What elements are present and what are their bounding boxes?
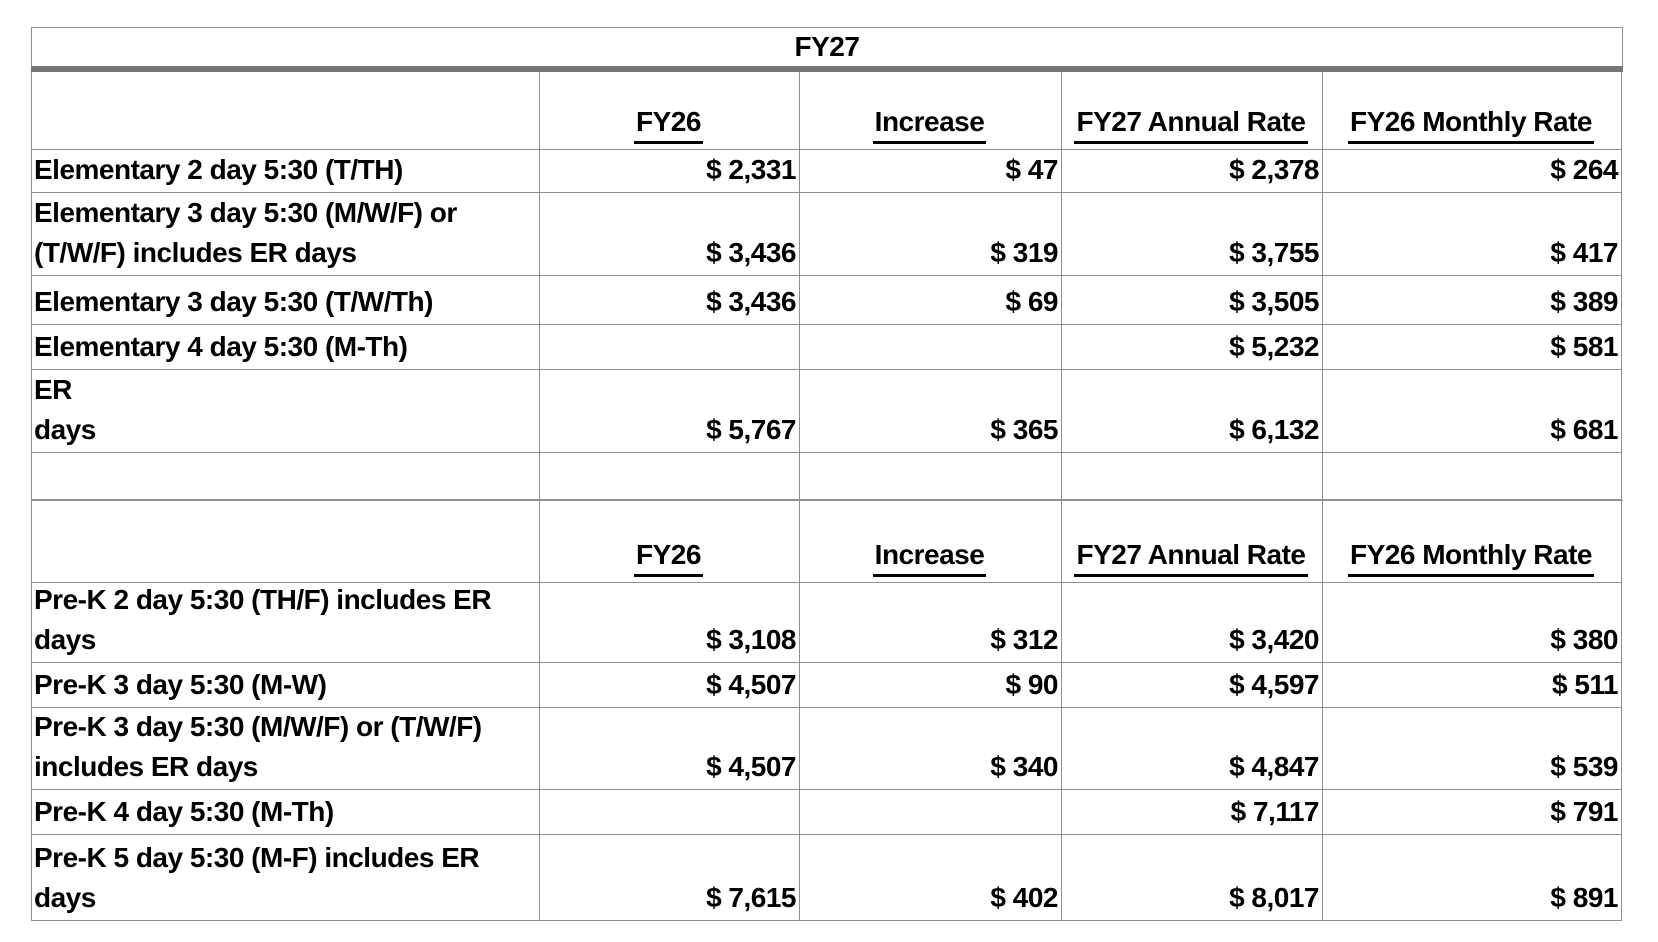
header-fy26: FY26	[540, 501, 800, 583]
fy26-cell: $ 5,767	[540, 370, 800, 453]
spacer-row	[31, 453, 1623, 500]
header-fy26: FY26	[540, 72, 800, 150]
increase-cell: $ 365	[800, 370, 1062, 453]
increase-cell: $ 69	[800, 276, 1062, 325]
table-row: Pre-K 3 day 5:30 (M-W) $ 4,507 $ 90 $ 4,…	[31, 663, 1623, 708]
table-row: Elementary 3 day 5:30 (M/W/F) or (T/W/F)…	[31, 193, 1623, 276]
header-fy26-monthly-rate-label: FY26 Monthly Rate	[1348, 105, 1594, 144]
fy26-monthly-rate-cell: $ 389	[1323, 276, 1622, 325]
spacer-cell	[540, 453, 800, 500]
spacer-cell	[32, 453, 540, 500]
fy26-cell: $ 3,436	[540, 276, 800, 325]
increase-cell: $ 340	[800, 708, 1062, 790]
label-cell: Elementary 3 day 5:30 (M/W/F) or (T/W/F)…	[32, 193, 540, 276]
table-row: Elementary 4 day 5:30 (M-Th) $ 5,232 $ 5…	[31, 325, 1623, 370]
title-divider-bar	[31, 66, 1623, 72]
fy26-monthly-rate-cell: $ 891	[1323, 835, 1622, 921]
header-increase-label: Increase	[872, 538, 987, 577]
header-fy26-label: FY26	[634, 538, 703, 577]
fy26-monthly-rate-cell: $ 681	[1323, 370, 1622, 453]
fy26-cell	[540, 790, 800, 835]
fy26-cell: $ 3,108	[540, 583, 800, 663]
header-fy27-annual-rate-label: FY27 Annual Rate	[1074, 105, 1308, 144]
table-row: Pre-K 4 day 5:30 (M-Th) $ 7,117 $ 791	[31, 790, 1623, 835]
spacer-cell	[1323, 453, 1622, 500]
label-cell: Pre-K 2 day 5:30 (TH/F) includes ER days	[32, 583, 540, 663]
fy26-cell: $ 4,507	[540, 708, 800, 790]
header-increase: Increase	[800, 72, 1062, 150]
increase-cell: $ 402	[800, 835, 1062, 921]
fy27-annual-rate-cell: $ 4,597	[1062, 663, 1323, 708]
fy26-cell: $ 3,436	[540, 193, 800, 276]
fy26-cell: $ 7,615	[540, 835, 800, 921]
fy26-monthly-rate-cell: $ 539	[1323, 708, 1622, 790]
sheet-title: FY27	[31, 27, 1623, 66]
header-row: FY26 Increase FY27 Annual Rate FY26 Mont…	[31, 500, 1623, 583]
increase-cell: $ 319	[800, 193, 1062, 276]
fy26-cell	[540, 325, 800, 370]
label-cell: Pre-K 5 day 5:30 (M-F) includes ER days	[32, 835, 540, 921]
label-cell: Elementary 4 day 5:30 (M-Th)	[32, 325, 540, 370]
fy27-annual-rate-cell: $ 3,505	[1062, 276, 1323, 325]
header-fy26-monthly-rate-label: FY26 Monthly Rate	[1348, 538, 1594, 577]
fy27-annual-rate-cell: $ 7,117	[1062, 790, 1323, 835]
fy26-monthly-rate-cell: $ 264	[1323, 150, 1622, 193]
fy26-monthly-rate-cell: $ 791	[1323, 790, 1622, 835]
table-row: Pre-K 5 day 5:30 (M-F) includes ER days …	[31, 835, 1623, 921]
fy27-annual-rate-cell: $ 2,378	[1062, 150, 1323, 193]
spacer-cell	[1062, 453, 1323, 500]
increase-cell: $ 47	[800, 150, 1062, 193]
fy26-monthly-rate-cell: $ 417	[1323, 193, 1622, 276]
fy26-monthly-rate-cell: $ 581	[1323, 325, 1622, 370]
label-cell: Pre-K 4 day 5:30 (M-Th)	[32, 790, 540, 835]
header-fy26-label: FY26	[634, 105, 703, 144]
fy27-annual-rate-cell: $ 3,420	[1062, 583, 1323, 663]
rate-table: FY27 FY26 Increase FY27 Annual Rate FY26…	[31, 27, 1623, 921]
header-fy27-annual-rate-label: FY27 Annual Rate	[1074, 538, 1308, 577]
fy27-annual-rate-cell: $ 6,132	[1062, 370, 1323, 453]
header-row: FY26 Increase FY27 Annual Rate FY26 Mont…	[31, 72, 1623, 150]
increase-cell	[800, 790, 1062, 835]
header-fy27-annual-rate: FY27 Annual Rate	[1062, 501, 1323, 583]
table-row: Elementary 5 day 5:30 (M-F) includes ER …	[31, 370, 1623, 453]
fy26-monthly-rate-cell: $ 511	[1323, 663, 1622, 708]
header-increase: Increase	[800, 501, 1062, 583]
blank-header-cell	[32, 501, 540, 583]
increase-cell: $ 312	[800, 583, 1062, 663]
fy27-annual-rate-cell: $ 3,755	[1062, 193, 1323, 276]
header-fy27-annual-rate: FY27 Annual Rate	[1062, 72, 1323, 150]
table-row: Elementary 3 day 5:30 (T/W/Th) $ 3,436 $…	[31, 276, 1623, 325]
label-cell: Pre-K 3 day 5:30 (M/W/F) or (T/W/F) incl…	[32, 708, 540, 790]
increase-cell	[800, 325, 1062, 370]
label-cell: Elementary 5 day 5:30 (M-F) includes ER …	[32, 370, 540, 453]
label-cell: Pre-K 3 day 5:30 (M-W)	[32, 663, 540, 708]
spacer-cell	[800, 453, 1062, 500]
fy27-annual-rate-cell: $ 5,232	[1062, 325, 1323, 370]
fy27-annual-rate-cell: $ 8,017	[1062, 835, 1323, 921]
blank-header-cell	[32, 72, 540, 150]
label-cell: Elementary 2 day 5:30 (T/TH)	[32, 150, 540, 193]
header-increase-label: Increase	[872, 105, 987, 144]
fy26-cell: $ 4,507	[540, 663, 800, 708]
fy26-monthly-rate-cell: $ 380	[1323, 583, 1622, 663]
table-row: Pre-K 2 day 5:30 (TH/F) includes ER days…	[31, 583, 1623, 663]
fy26-cell: $ 2,331	[540, 150, 800, 193]
header-fy26-monthly-rate: FY26 Monthly Rate	[1323, 72, 1622, 150]
header-fy26-monthly-rate: FY26 Monthly Rate	[1323, 501, 1622, 583]
increase-cell: $ 90	[800, 663, 1062, 708]
label-cell: Elementary 3 day 5:30 (T/W/Th)	[32, 276, 540, 325]
fy27-annual-rate-cell: $ 4,847	[1062, 708, 1323, 790]
table-row: Pre-K 3 day 5:30 (M/W/F) or (T/W/F) incl…	[31, 708, 1623, 790]
table-row: Elementary 2 day 5:30 (T/TH) $ 2,331 $ 4…	[31, 150, 1623, 193]
